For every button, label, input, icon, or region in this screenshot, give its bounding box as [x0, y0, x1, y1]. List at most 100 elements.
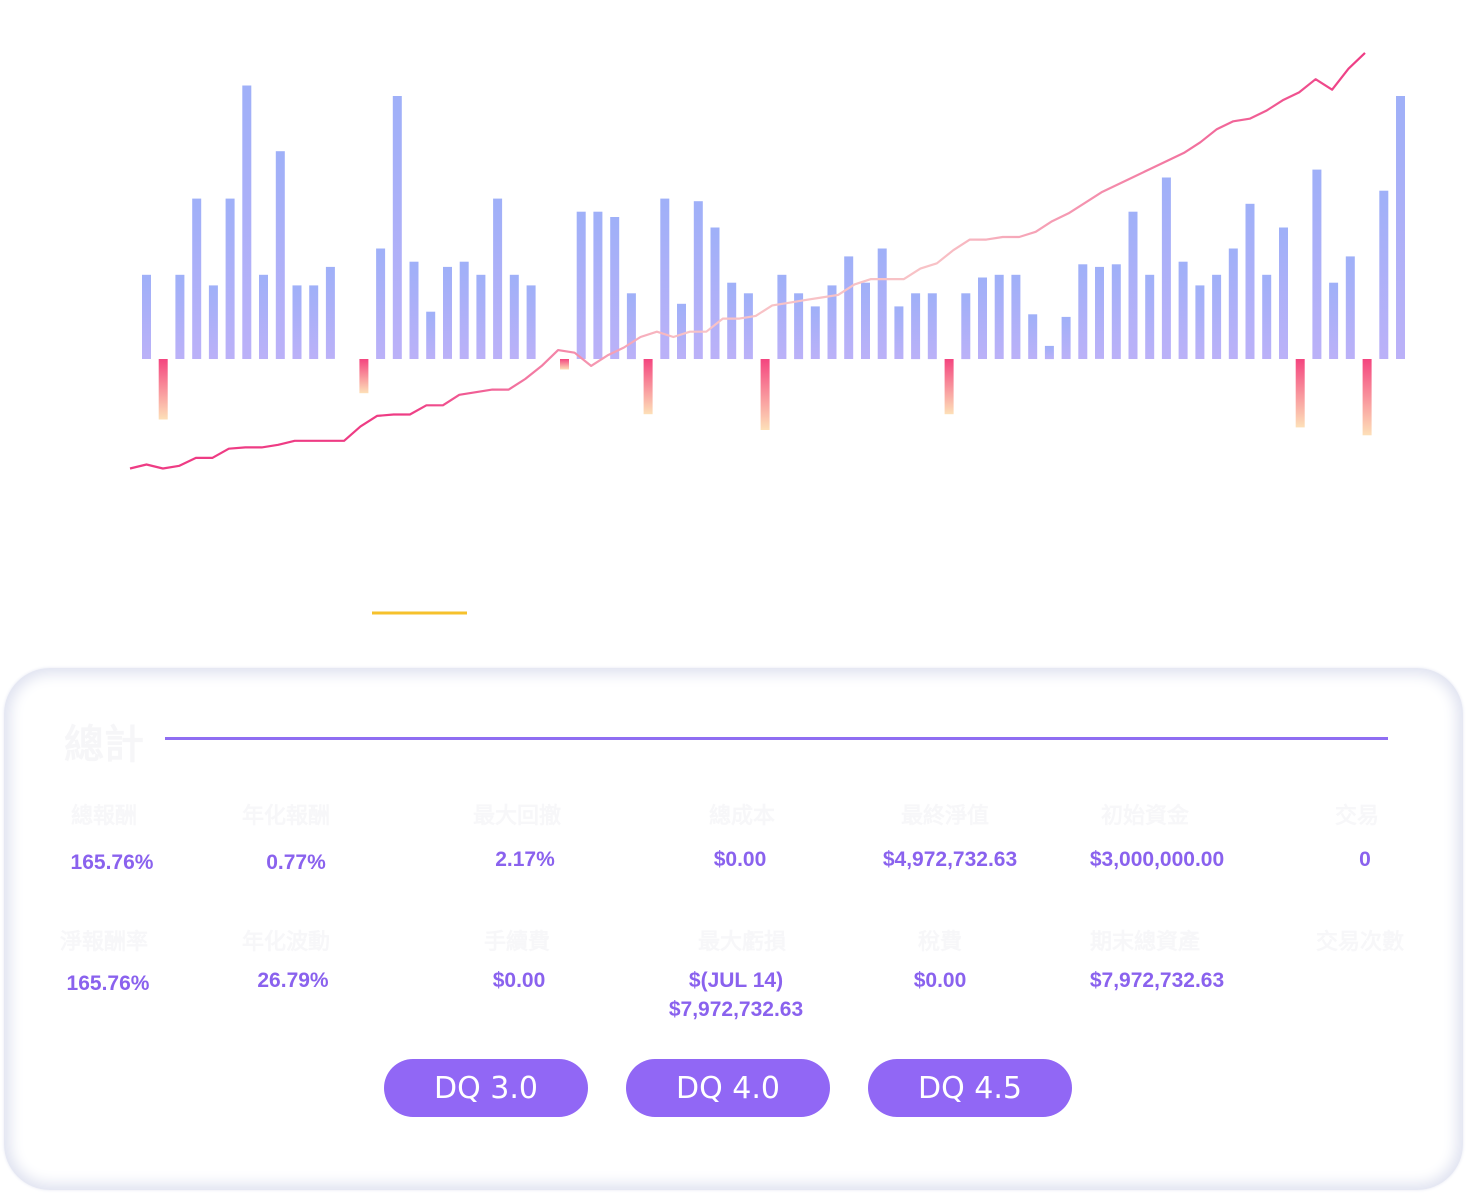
bar-positive: [894, 306, 904, 359]
bar-positive: [927, 293, 937, 360]
bar-negative: [560, 359, 569, 370]
bar-positive: [877, 248, 887, 359]
bar-positive: [861, 282, 870, 359]
bar-negative: [760, 359, 770, 430]
bar-negative: [359, 359, 369, 394]
stat-value: $(JUL 14) $7,972,732.63: [668, 969, 804, 1021]
bar-positive: [693, 201, 703, 359]
bar-negative: [643, 359, 653, 415]
stat-value: 26.79%: [257, 969, 329, 992]
bar-positive: [1061, 316, 1071, 359]
bar-positive: [1212, 274, 1222, 359]
dq-3-0-button[interactable]: DQ 3.0: [384, 1059, 588, 1117]
bar-positive: [1195, 285, 1205, 359]
bar-positive: [443, 266, 452, 359]
stat-label: 總報酬: [70, 803, 138, 828]
bar-positive: [1028, 314, 1038, 359]
bar-positive: [593, 211, 603, 359]
bar-negative: [1295, 359, 1305, 428]
bar-positive: [175, 274, 185, 359]
bar-positive: [142, 274, 151, 359]
bar-negative: [158, 359, 168, 420]
bar-positive: [1178, 261, 1188, 359]
bar-positive: [309, 285, 319, 359]
bar-positive: [1161, 177, 1171, 359]
stat-label: 期末總資產: [1089, 929, 1201, 954]
stat-value: 165.76%: [66, 972, 150, 995]
bar-negative: [944, 359, 954, 415]
bar-positive: [1078, 264, 1088, 359]
stat-label: 年化報酬: [241, 803, 331, 828]
stat-value: $7,972,732.63: [1089, 969, 1225, 992]
bar-positive: [1095, 266, 1104, 359]
bar-positive: [526, 285, 536, 359]
bar-positive: [794, 293, 804, 360]
stat-value: $3,000,000.00: [1089, 848, 1225, 871]
bar-positive: [1312, 169, 1322, 359]
bar-positive: [994, 274, 1004, 359]
stat-label: 最大虧損: [697, 929, 787, 954]
bar-positive: [1245, 203, 1255, 359]
bar-positive: [376, 248, 386, 359]
bar-positive: [1228, 248, 1238, 359]
panel-divider: [165, 737, 1388, 740]
bar-positive: [844, 256, 854, 359]
dq-4-0-button[interactable]: DQ 4.0: [626, 1059, 830, 1117]
bar-positive: [660, 198, 670, 359]
bar-positive: [1011, 274, 1021, 359]
stat-label: 淨報酬率: [59, 929, 149, 954]
stat-label: 初始資金: [1100, 803, 1190, 828]
bar-positive: [493, 198, 503, 359]
bar-positive: [1396, 96, 1405, 359]
bar-positive: [677, 303, 686, 359]
bar-positive: [275, 151, 285, 359]
bar-positive: [810, 306, 820, 359]
bar-positive: [1145, 274, 1155, 359]
stat-value: $0.00: [492, 969, 546, 992]
dq-4-5-button[interactable]: DQ 4.5: [868, 1059, 1072, 1117]
bar-positive: [426, 311, 436, 359]
stat-value: 165.76%: [70, 851, 154, 874]
bar-positive: [409, 261, 419, 359]
bar-positive: [509, 274, 519, 359]
legend: [372, 610, 977, 615]
bar-positive: [1379, 190, 1389, 359]
bar-positive: [626, 293, 636, 360]
bar-positive: [459, 261, 469, 359]
stat-value: $0.00: [713, 848, 767, 871]
bar-negative: [1362, 359, 1372, 436]
bar-positive: [225, 198, 235, 359]
combo-chart: [129, 52, 1405, 615]
stat-label: 最大回撤: [472, 803, 562, 828]
stat-label: 交易次數: [1315, 929, 1405, 954]
bar-positive: [1111, 264, 1121, 359]
panel-title: 總計: [64, 723, 144, 767]
stat-label: 總成本: [708, 803, 776, 828]
bar-positive: [827, 285, 837, 359]
bar-positive: [610, 217, 620, 359]
bar-positive: [1262, 274, 1272, 359]
bar-positive: [1044, 345, 1054, 360]
bar-positive: [710, 227, 720, 359]
bar-positive: [1345, 256, 1355, 359]
bar-positive: [1279, 227, 1288, 359]
bar-positive: [476, 274, 486, 359]
bar-positive: [392, 96, 402, 359]
bar-positive: [325, 266, 335, 359]
stat-value: $0.00: [913, 969, 967, 992]
bar-positive: [192, 198, 202, 359]
stat-label: 年化波動: [241, 929, 331, 954]
bar-positive: [1128, 211, 1138, 359]
stat-value: 2.17%: [495, 848, 555, 871]
bar-positive: [777, 274, 787, 359]
cumulative-line: [129, 52, 1366, 470]
stat-label: 交易: [1334, 803, 1380, 828]
bar-positive: [911, 293, 921, 360]
stat-value: 0.77%: [266, 851, 326, 874]
bar-positive: [978, 277, 987, 359]
bar-positive: [961, 293, 971, 360]
bar-series: [142, 85, 1405, 436]
bar-positive: [727, 282, 737, 359]
bar-positive: [292, 285, 302, 359]
stat-value: 0: [1359, 848, 1371, 871]
